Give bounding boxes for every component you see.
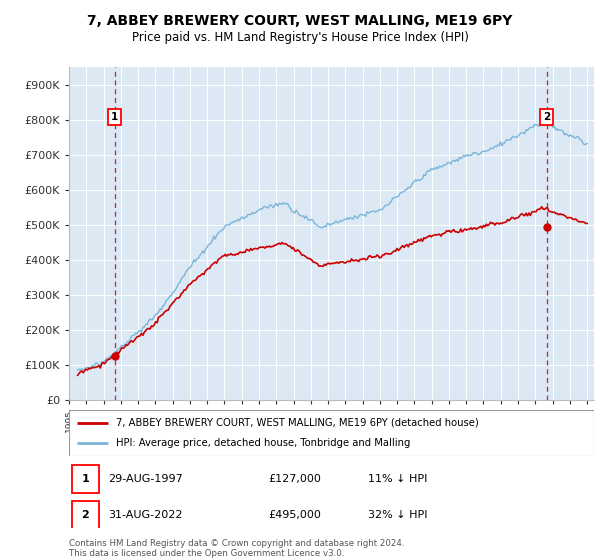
Text: 1: 1: [82, 474, 89, 484]
Text: 7, ABBEY BREWERY COURT, WEST MALLING, ME19 6PY (detached house): 7, ABBEY BREWERY COURT, WEST MALLING, ME…: [116, 418, 479, 428]
Text: HPI: Average price, detached house, Tonbridge and Malling: HPI: Average price, detached house, Tonb…: [116, 438, 410, 449]
Text: £127,000: £127,000: [269, 474, 322, 484]
Text: 1: 1: [111, 112, 118, 122]
Text: 11% ↓ HPI: 11% ↓ HPI: [368, 474, 428, 484]
Text: 2: 2: [82, 510, 89, 520]
Text: 31-AUG-2022: 31-AUG-2022: [109, 510, 183, 520]
Text: Price paid vs. HM Land Registry's House Price Index (HPI): Price paid vs. HM Land Registry's House …: [131, 31, 469, 44]
Text: 2: 2: [543, 112, 550, 122]
Text: 7, ABBEY BREWERY COURT, WEST MALLING, ME19 6PY: 7, ABBEY BREWERY COURT, WEST MALLING, ME…: [88, 14, 512, 28]
Bar: [71, 465, 99, 493]
Text: £495,000: £495,000: [269, 510, 322, 520]
Text: 32% ↓ HPI: 32% ↓ HPI: [368, 510, 428, 520]
Text: 29-AUG-1997: 29-AUG-1997: [109, 474, 183, 484]
Bar: [71, 501, 99, 530]
Text: Contains HM Land Registry data © Crown copyright and database right 2024.
This d: Contains HM Land Registry data © Crown c…: [69, 539, 404, 558]
